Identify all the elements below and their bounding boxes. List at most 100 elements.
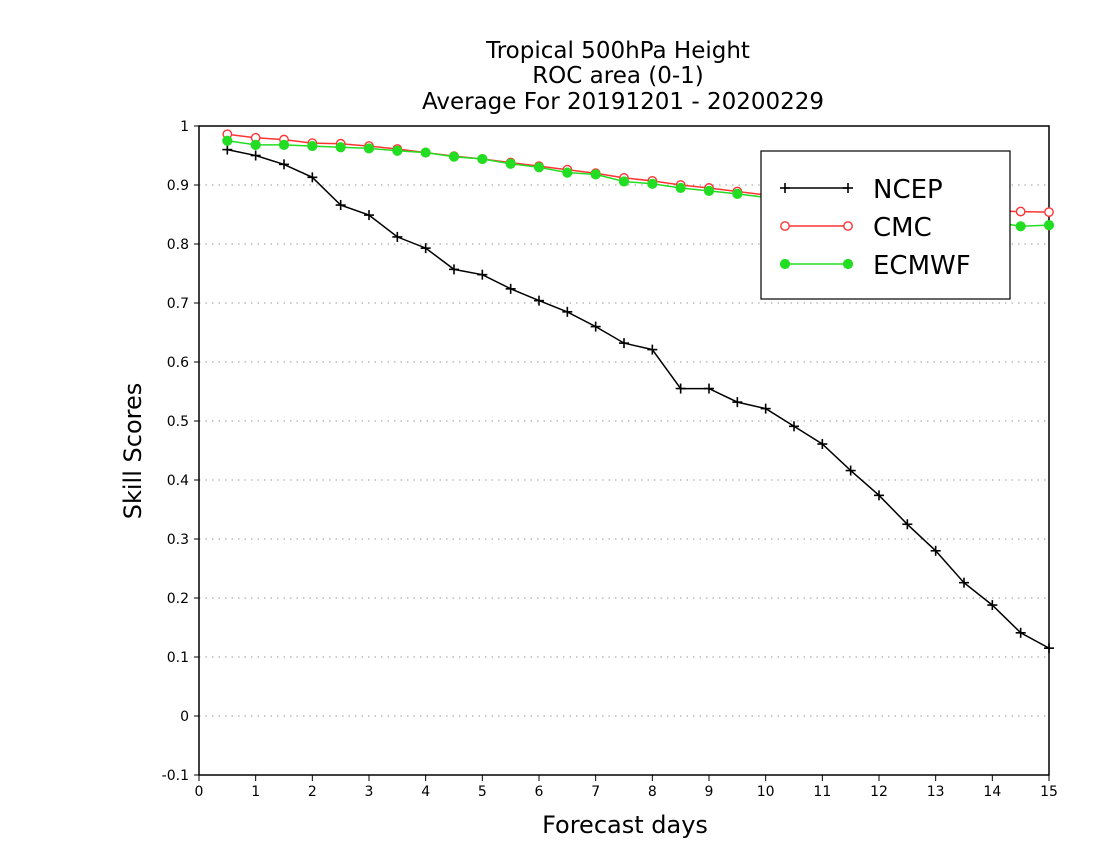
x-tick-label: 4 <box>421 784 430 800</box>
data-point-ecmwf <box>335 142 346 153</box>
legend-item-ecmwf: ECMWF <box>779 251 971 281</box>
x-tick-label: 3 <box>365 784 374 800</box>
data-point-ncep <box>902 519 913 530</box>
plot-frame <box>198 125 1050 776</box>
x-axis-label: Forecast days <box>542 811 708 839</box>
y-tick-label: -0.1 <box>162 768 189 784</box>
data-point-ncep <box>562 306 573 317</box>
x-tick-label: 6 <box>535 784 544 800</box>
data-point-ncep <box>647 344 658 355</box>
data-point-ecmwf <box>505 158 516 169</box>
data-point-ncep <box>307 172 318 183</box>
data-point-ecmwf <box>732 188 743 199</box>
legend-marker <box>843 221 853 231</box>
data-point-ecmwf <box>590 169 601 180</box>
x-tick-label: 10 <box>757 784 775 800</box>
y-axis-tick-labels: -0.1 0 0.1 0.2 0.3 0.4 0.5 0.6 0.7 0.8 0.9 1 <box>162 119 189 784</box>
legend-item-cmc: CMC <box>780 213 932 243</box>
x-tick-label: 1 <box>251 784 260 800</box>
y-axis-label: Skill Scores <box>119 383 147 520</box>
data-point-ecmwf <box>278 139 290 150</box>
data-point-ncep <box>817 439 828 450</box>
data-point-ncep <box>449 264 459 275</box>
data-point-ecmwf <box>562 167 573 178</box>
x-tick-label: 5 <box>478 784 487 800</box>
x-tick-label: 14 <box>983 784 1001 800</box>
data-point-ncep <box>222 144 233 155</box>
legend-marker <box>780 183 790 193</box>
chart-title-line-1: Tropical 500hPa Height <box>485 38 750 64</box>
data-point-ncep <box>335 200 346 211</box>
data-point-ecmwf <box>675 182 686 194</box>
series-line-ncep <box>227 148 1050 649</box>
data-point-ecmwf <box>448 151 460 162</box>
data-point-ncep <box>874 490 884 501</box>
y-tick-label: 0.8 <box>167 237 189 253</box>
data-point-ncep <box>930 545 941 556</box>
data-point-ncep <box>619 338 629 349</box>
data-point-ncep <box>1044 643 1054 654</box>
axis-ticks <box>194 125 1050 781</box>
y-tick-label: 0.6 <box>167 355 189 371</box>
data-point-ncep <box>1015 627 1026 638</box>
x-tick-label: 8 <box>648 784 657 800</box>
y-tick-label: 0.4 <box>167 473 189 489</box>
data-point-ecmwf <box>307 140 318 152</box>
data-point-ncep <box>675 383 686 394</box>
chart-title: Tropical 500hPa Height ROC area (0-1) Av… <box>422 38 824 115</box>
data-point-ncep <box>704 383 714 394</box>
y-tick-label: 0.3 <box>167 532 189 548</box>
data-point-cmc <box>1044 207 1054 218</box>
x-tick-label: 12 <box>870 784 888 800</box>
data-point-ncep <box>987 600 998 611</box>
x-tick-label: 2 <box>308 784 317 800</box>
y-tick-label: 0.9 <box>167 178 189 194</box>
data-point-ncep <box>250 150 261 161</box>
y-tick-label: 0.1 <box>167 650 189 666</box>
y-tick-label: 0.5 <box>167 414 189 430</box>
chart-title-line-3: Average For 20191201 - 20200229 <box>422 89 824 115</box>
data-point-ncep <box>789 421 799 432</box>
data-point-ecmwf <box>222 135 233 146</box>
data-point-ncep <box>364 210 374 221</box>
legend-label-ecmwf: ECMWF <box>873 251 971 281</box>
data-point-ncep <box>420 243 431 254</box>
y-tick-label: 1 <box>180 119 189 135</box>
data-point-ncep <box>477 269 488 280</box>
x-tick-label: 11 <box>813 784 831 800</box>
data-point-ncep <box>760 403 771 414</box>
legend-item-ncep: NCEP <box>780 175 943 205</box>
data-point-ncep <box>845 465 856 476</box>
data-point-ecmwf <box>392 145 403 156</box>
data-point-cmc <box>1015 206 1026 217</box>
legend: NCEP CMC ECMWF <box>760 150 1011 300</box>
data-point-ncep <box>534 295 544 306</box>
legend-label-ncep: NCEP <box>873 175 943 205</box>
data-point-ecmwf <box>250 139 261 150</box>
data-point-ncep <box>959 577 969 588</box>
legend-marker <box>779 258 791 270</box>
y-tick-label: 0.7 <box>167 296 189 312</box>
x-tick-label: 9 <box>705 784 714 800</box>
data-point-ncep <box>732 397 743 408</box>
chart-title-line-2: ROC area (0-1) <box>532 63 704 89</box>
data-point-ecmwf <box>420 147 431 158</box>
data-point-ncep <box>505 283 516 294</box>
data-point-ecmwf <box>1043 220 1055 231</box>
data-point-ecmwf <box>703 185 715 196</box>
data-point-ecmwf <box>647 178 658 189</box>
y-tick-label: 0.2 <box>167 591 189 607</box>
x-tick-label: 0 <box>195 784 204 800</box>
x-tick-label: 13 <box>927 784 945 800</box>
x-axis-tick-labels: 0 1 2 3 4 5 6 7 8 9 10 11 12 13 14 15 <box>195 784 1058 800</box>
data-point-ncep <box>590 321 601 332</box>
legend-marker <box>842 258 854 270</box>
x-tick-label: 15 <box>1040 784 1058 800</box>
data-point-ecmwf <box>477 153 488 165</box>
data-point-ecmwf <box>533 162 545 173</box>
data-point-ecmwf <box>1015 221 1026 232</box>
data-point-ecmwf <box>363 143 375 154</box>
x-tick-label: 7 <box>591 784 600 800</box>
series-ncep <box>222 144 1054 654</box>
